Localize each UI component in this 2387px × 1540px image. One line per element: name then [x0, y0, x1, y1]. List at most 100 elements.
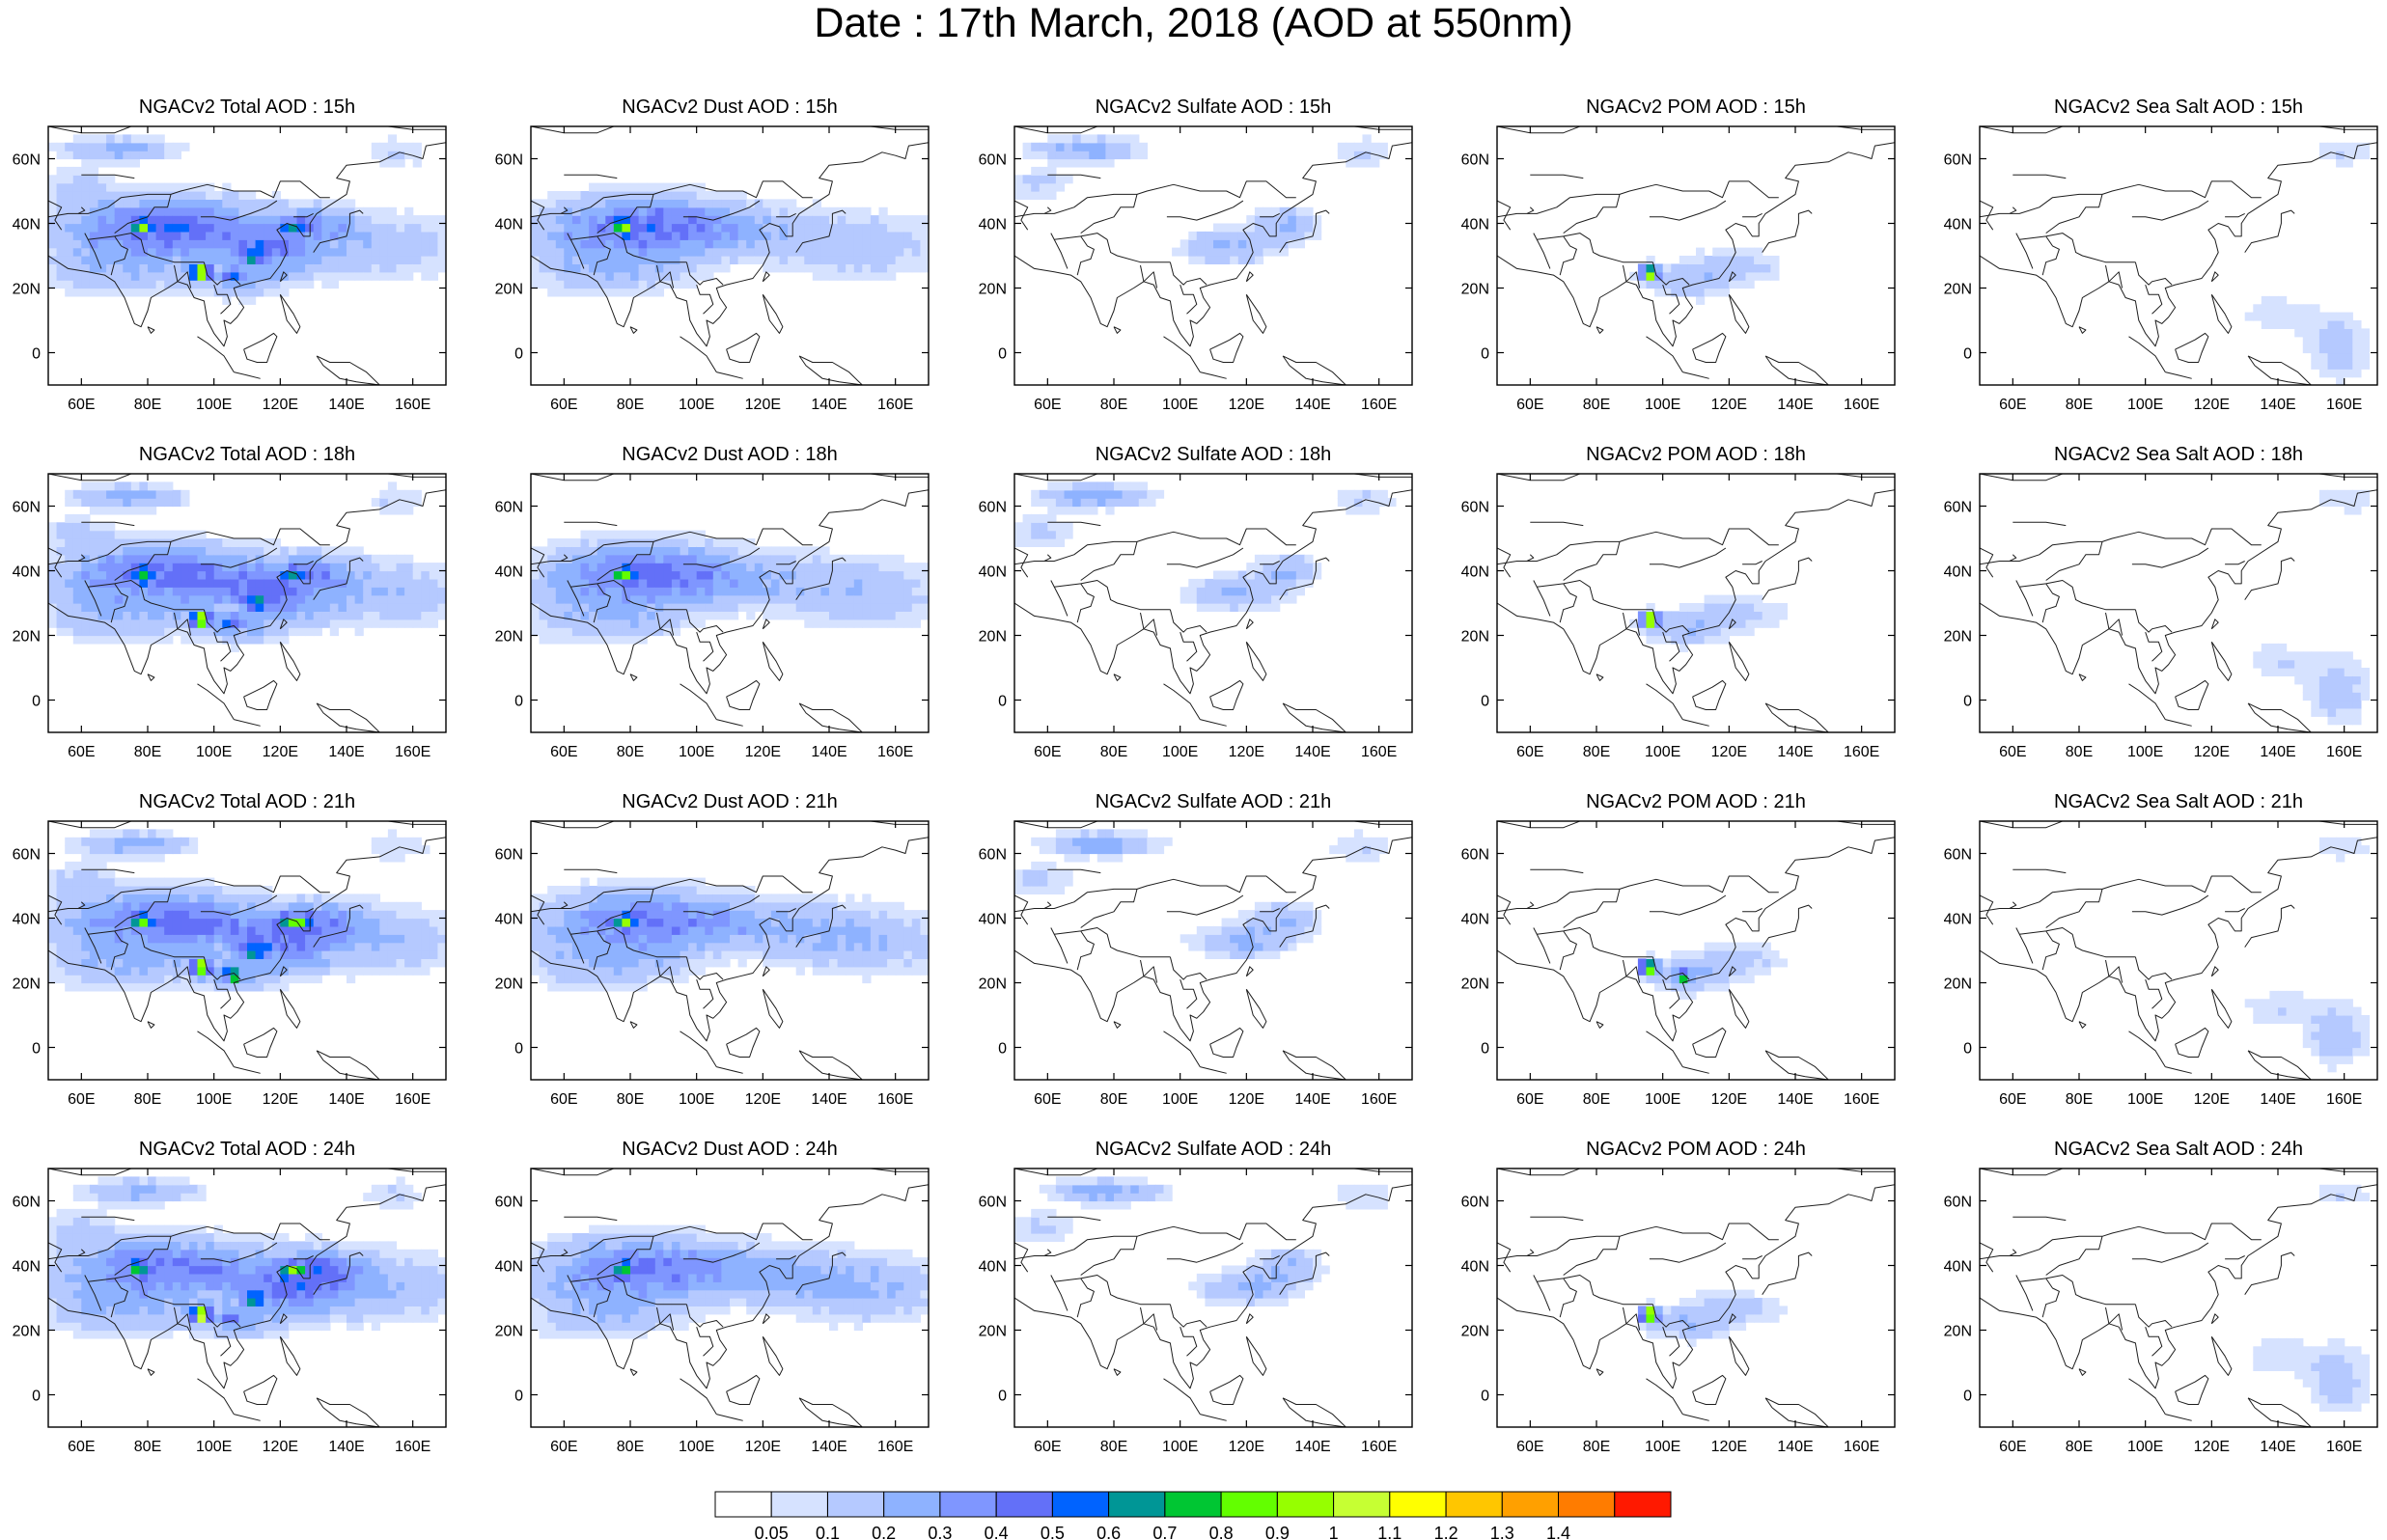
- coastlines: [48, 1169, 446, 1427]
- x-tick-label: 60E: [1516, 1091, 1543, 1108]
- x-tick-label: 120E: [2194, 397, 2230, 413]
- x-tick-label: 80E: [1583, 744, 1610, 760]
- y-tick-label: 60N: [495, 152, 523, 169]
- colorbar-swatch: [939, 1491, 997, 1518]
- x-tick-label: 60E: [1516, 397, 1543, 413]
- y-tick-label: 0: [998, 1389, 1007, 1405]
- x-tick-label: 80E: [617, 744, 644, 760]
- x-tick-label: 160E: [1361, 1091, 1397, 1108]
- y-tick-label: 40N: [1944, 564, 1972, 581]
- coastlines: [1497, 821, 1895, 1080]
- x-tick-label: 140E: [2260, 1091, 2295, 1108]
- x-tick-label: 60E: [68, 1439, 95, 1455]
- x-tick-label: 100E: [1645, 1439, 1680, 1455]
- x-tick-label: 60E: [1034, 1091, 1061, 1108]
- x-tick-label: 80E: [617, 1439, 644, 1455]
- panel-seasalt-15h: NGACv2 Sea Salt AOD : 15h 60E 80E 100E 120E 1…: [1944, 96, 2378, 413]
- x-tick-label: 100E: [679, 1091, 714, 1108]
- x-tick-label: 160E: [395, 744, 430, 760]
- x-tick-label: 100E: [679, 744, 714, 760]
- aod-field: [1497, 474, 1895, 732]
- x-tick-label: 140E: [811, 1091, 847, 1108]
- y-tick-label: 60N: [1461, 847, 1489, 864]
- x-tick-label: 160E: [1361, 1439, 1397, 1455]
- x-tick-label: 160E: [1361, 744, 1397, 760]
- panel-pom-21h: NGACv2 POM AOD : 21h 60E 80E 100E 120E 140E 16…: [1461, 791, 1896, 1108]
- colorbar-label: 0.3: [928, 1524, 952, 1540]
- panel-title: NGACv2 Dust AOD : 21h: [622, 791, 837, 812]
- x-tick-label: 140E: [328, 397, 364, 413]
- y-tick-label: 20N: [13, 1324, 41, 1340]
- y-tick-label: 60N: [1944, 847, 1972, 864]
- colorbar-swatch: [1164, 1491, 1222, 1518]
- x-tick-label: 160E: [877, 1439, 913, 1455]
- panel-dust-15h: NGACv2 Dust AOD : 15h 60E 80E 100E 120E 140E 1…: [495, 96, 930, 413]
- x-tick-label: 160E: [1844, 1091, 1879, 1108]
- x-tick-label: 100E: [1645, 397, 1680, 413]
- y-tick-label: 0: [1963, 346, 1972, 363]
- colorbar-swatch: [770, 1491, 828, 1518]
- x-tick-label: 140E: [811, 397, 847, 413]
- x-tick-label: 80E: [617, 397, 644, 413]
- x-tick-label: 80E: [1583, 397, 1610, 413]
- x-tick-label: 120E: [2194, 1091, 2230, 1108]
- coastlines: [1014, 126, 1412, 385]
- coastlines: [531, 126, 929, 385]
- panel-dust-18h: NGACv2 Dust AOD : 18h 60E 80E 100E 120E 140E 1…: [495, 444, 930, 760]
- colorbar-swatch: [1558, 1491, 1616, 1518]
- y-tick-label: 20N: [495, 282, 523, 298]
- x-tick-label: 140E: [2260, 397, 2295, 413]
- x-tick-label: 160E: [2326, 744, 2362, 760]
- x-tick-label: 100E: [1162, 397, 1198, 413]
- y-tick-label: 60N: [979, 1195, 1007, 1211]
- x-tick-label: 140E: [1294, 1439, 1330, 1455]
- y-tick-label: 0: [1963, 1389, 1972, 1405]
- panel-dust-24h: NGACv2 Dust AOD : 24h 60E 80E 100E 120E 140E 1…: [495, 1139, 930, 1455]
- x-tick-label: 60E: [1034, 397, 1061, 413]
- aod-field: [1980, 126, 2377, 385]
- y-tick-label: 20N: [1461, 1324, 1489, 1340]
- y-tick-label: 20N: [13, 976, 41, 993]
- coastlines: [1014, 1169, 1412, 1427]
- x-tick-label: 120E: [745, 397, 781, 413]
- x-tick-label: 140E: [1777, 397, 1813, 413]
- x-tick-label: 120E: [1229, 1091, 1264, 1108]
- aod-field: [48, 821, 446, 1080]
- y-tick-label: 60N: [1944, 152, 1972, 169]
- panel-frame: [1979, 125, 2378, 386]
- x-tick-label: 120E: [263, 1439, 298, 1455]
- x-tick-label: 140E: [2260, 744, 2295, 760]
- x-tick-label: 100E: [679, 397, 714, 413]
- x-tick-label: 140E: [2260, 1439, 2295, 1455]
- panel-sulfate-15h: NGACv2 Sulfate AOD : 15h 60E 80E 100E 120E 14…: [979, 96, 1413, 413]
- y-tick-label: 60N: [13, 152, 41, 169]
- panel-seasalt-18h: NGACv2 Sea Salt AOD : 18h 60E 80E 100E 120E 1…: [1944, 444, 2378, 760]
- panel-frame: [1013, 125, 1413, 386]
- x-tick-label: 80E: [2066, 1091, 2093, 1108]
- x-tick-label: 60E: [550, 744, 577, 760]
- y-tick-label: 40N: [13, 912, 41, 928]
- x-tick-label: 80E: [134, 744, 161, 760]
- x-tick-label: 140E: [328, 744, 364, 760]
- y-tick-label: 60N: [1461, 152, 1489, 169]
- y-tick-label: 0: [1481, 1389, 1489, 1405]
- panel-seasalt-21h: NGACv2 Sea Salt AOD : 21h 60E 80E 100E 120E 1…: [1944, 791, 2378, 1108]
- x-tick-label: 100E: [1645, 1091, 1680, 1108]
- x-tick-label: 60E: [1999, 1091, 2026, 1108]
- y-tick-label: 20N: [1944, 629, 1972, 646]
- x-tick-label: 80E: [134, 397, 161, 413]
- y-tick-label: 0: [514, 694, 523, 710]
- aod-field: [1980, 821, 2377, 1080]
- y-tick-label: 40N: [13, 1259, 41, 1276]
- x-tick-label: 80E: [2066, 397, 2093, 413]
- aod-field: [1014, 126, 1412, 385]
- y-tick-label: 0: [514, 1389, 523, 1405]
- y-tick-label: 0: [32, 1389, 41, 1405]
- aod-field: [531, 1169, 929, 1427]
- y-tick-label: 20N: [1944, 282, 1972, 298]
- x-tick-label: 100E: [2127, 1439, 2163, 1455]
- colorbar-swatch: [883, 1491, 941, 1518]
- colorbar-swatch: [1501, 1491, 1560, 1518]
- coastlines: [48, 126, 446, 385]
- coastlines: [1497, 474, 1895, 732]
